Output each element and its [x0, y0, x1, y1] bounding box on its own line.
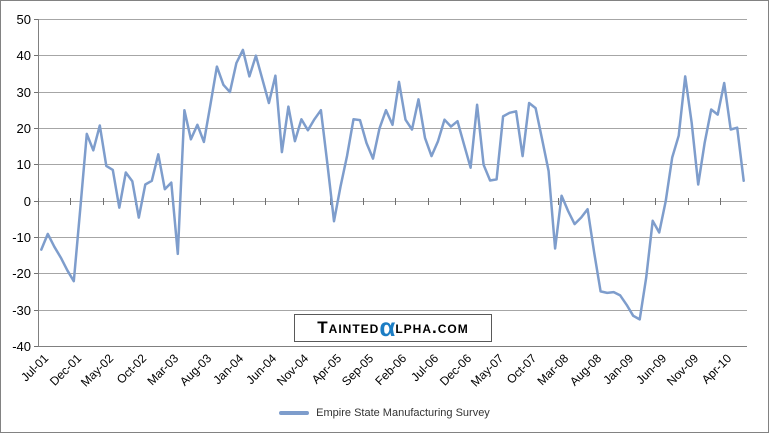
y-axis-tick [34, 55, 39, 57]
y-axis-tick [34, 18, 39, 20]
category-axis-tick [70, 197, 72, 205]
y-axis-tick [34, 273, 39, 275]
category-axis-tick [622, 197, 624, 205]
series-line [40, 48, 745, 321]
gridline [38, 91, 747, 93]
alpha-icon: α [379, 312, 396, 342]
gridline [38, 18, 747, 20]
category-axis-tick [720, 197, 722, 205]
y-axis-tick [34, 91, 39, 93]
category-axis-tick [655, 197, 657, 205]
category-axis-tick [427, 197, 429, 205]
gridline [38, 273, 747, 275]
category-axis-tick [362, 197, 364, 205]
watermark-text-right: lpha.com [395, 318, 469, 337]
gridline [38, 55, 747, 57]
category-axis-tick [102, 197, 104, 205]
category-axis-tick [265, 197, 267, 205]
y-axis-tick [34, 200, 39, 202]
category-axis-tick [395, 197, 397, 205]
category-axis-tick [167, 197, 169, 205]
y-tick-label: 50 [16, 11, 31, 27]
y-axis-tick [34, 127, 39, 129]
category-axis-tick [460, 197, 462, 205]
category-axis-tick [37, 197, 39, 205]
y-tick-label: -40 [12, 339, 31, 355]
y-tick-label: -20 [12, 266, 31, 282]
category-axis-tick [232, 197, 234, 205]
gridline [38, 164, 747, 166]
watermark-text-left: Tainted [317, 318, 380, 337]
category-axis-tick [687, 197, 689, 205]
legend: Empire State Manufacturing Survey [1, 404, 768, 422]
y-tick-label: 40 [16, 48, 31, 64]
y-tick-label: 20 [16, 120, 31, 136]
y-axis-tick [34, 237, 39, 239]
legend-label: Empire State Manufacturing Survey [316, 407, 490, 419]
category-axis-tick [297, 197, 299, 205]
category-axis-tick [590, 197, 592, 205]
y-axis-tick [34, 164, 39, 166]
y-axis [38, 19, 39, 347]
gridline [38, 127, 747, 129]
category-axis-tick [525, 197, 527, 205]
watermark-box: Tainted α lpha.com [294, 314, 492, 342]
gridline [38, 200, 747, 202]
y-tick-label: 30 [16, 84, 31, 100]
category-axis-tick [557, 197, 559, 205]
y-tick-label: 0 [23, 193, 31, 209]
category-axis-tick [492, 197, 494, 205]
gridline [38, 237, 747, 239]
category-axis-tick [200, 197, 202, 205]
gridline [38, 309, 747, 311]
y-axis-tick [34, 309, 39, 311]
y-axis-tick [34, 346, 39, 348]
y-tick-label: -10 [12, 230, 31, 246]
x-axis [38, 346, 747, 348]
y-tick-label: 10 [16, 157, 31, 173]
legend-line-sample-icon [279, 411, 310, 415]
y-tick-label: -30 [12, 302, 31, 318]
